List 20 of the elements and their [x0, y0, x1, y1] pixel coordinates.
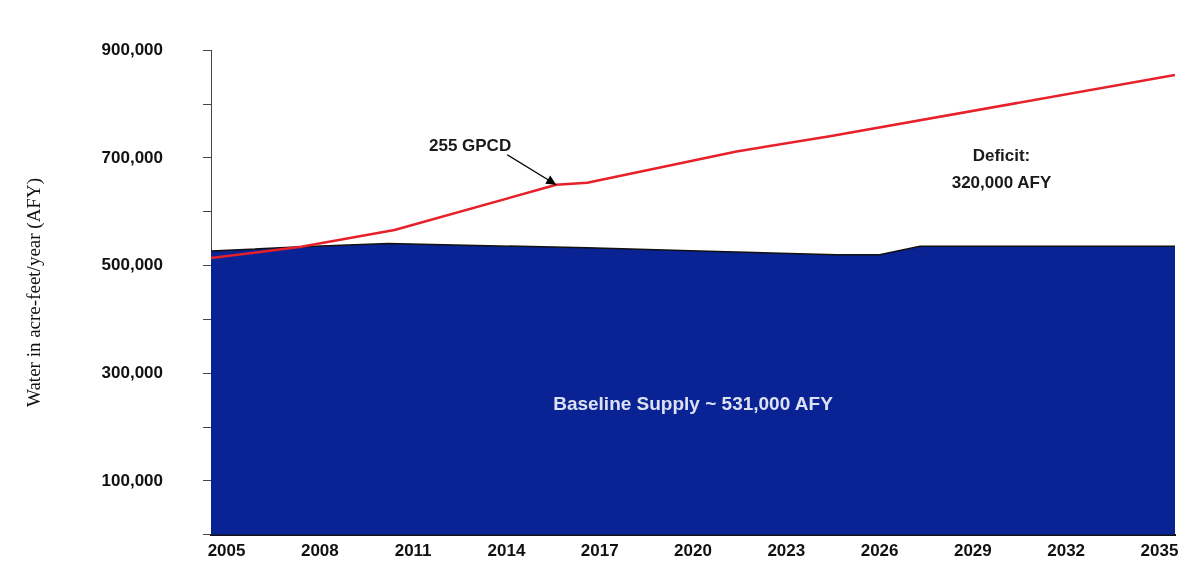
y-tick-label: 300,000	[101, 362, 163, 382]
x-tick-label: 2008	[300, 540, 339, 560]
x-tick-label: 2032	[1047, 540, 1086, 560]
x-tick-label: 2005	[207, 540, 246, 560]
x-tick-label: 2029	[953, 540, 992, 560]
annotation: Deficit: 320,000 AFY	[951, 146, 1052, 193]
x-tick-label: 2026	[860, 540, 899, 560]
y-axis-title: Water in acre-feet/year (AFY)	[23, 178, 46, 407]
y-tick-label: 500,000	[101, 255, 163, 275]
x-tick-label: 2014	[487, 540, 526, 560]
x-tick-label: 2017	[580, 540, 619, 560]
x-tick-label: 2020	[674, 540, 712, 560]
y-tick-label: 100,000	[101, 470, 163, 490]
x-tick-label: 2011	[394, 540, 432, 560]
annotation: 255 GPCD	[428, 136, 512, 156]
x-tick-label: 2035	[1140, 540, 1179, 560]
series-label: Baseline Supply ~ 531,000 AFY	[553, 393, 834, 415]
y-tick-label: 700,000	[101, 147, 163, 167]
x-tick-label: 2023	[767, 540, 806, 560]
y-tick-label: 900,000	[101, 39, 163, 59]
